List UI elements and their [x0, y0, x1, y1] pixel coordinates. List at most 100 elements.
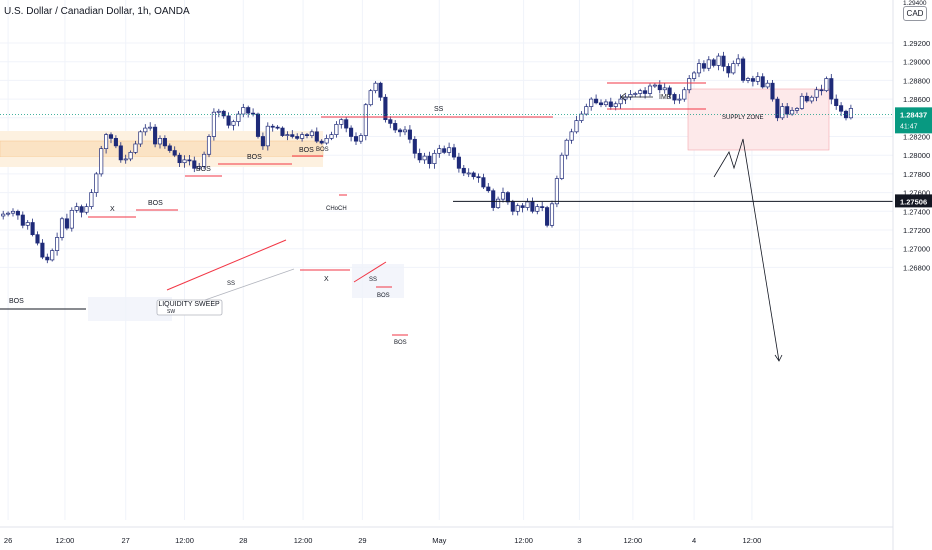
liquidity-sweep-label: LIQUIDITY SWEEP: [158, 301, 220, 308]
candle-body: [113, 138, 118, 147]
candle-body: [30, 222, 35, 236]
time-tick-label: 4: [692, 536, 696, 545]
candle-body: [177, 154, 182, 164]
candle-body: [745, 78, 751, 81]
candle-body: [785, 106, 790, 115]
candle-body: [711, 59, 716, 66]
candle-body: [432, 152, 437, 164]
time-tick-label: 12:00: [175, 536, 194, 545]
candle-body: [741, 58, 746, 81]
candle-body: [804, 95, 809, 102]
candle-body: [59, 218, 65, 238]
candle-body: [206, 136, 212, 155]
zones: [0, 88, 830, 321]
chart-title: U.S. Dollar / Canadian Dollar, 1h, OANDA: [4, 6, 190, 17]
candle-body: [373, 82, 378, 92]
candle-body: [584, 106, 589, 115]
candle-body: [236, 113, 241, 122]
candle-body: [750, 78, 755, 82]
candle-body: [50, 250, 55, 261]
current-price-tag: [895, 107, 932, 134]
current-price-countdown: 41:47: [900, 123, 918, 130]
bos-label: BOS: [316, 147, 329, 153]
candle-body: [334, 123, 339, 135]
candle-body: [770, 82, 775, 100]
candle-body: [613, 103, 618, 107]
candle-body: [437, 148, 442, 154]
candle-body: [255, 113, 261, 137]
time-tick-label: 12:00: [743, 536, 762, 545]
candle-body: [500, 192, 506, 200]
candle-body: [829, 78, 834, 100]
candle-body: [716, 55, 721, 66]
candle-body: [358, 135, 363, 142]
candle-body: [118, 145, 123, 161]
demand-zone-upper: [0, 131, 323, 141]
candle-body: [182, 159, 187, 164]
bos-label: BOS: [247, 154, 262, 161]
time-tick-label: 12:00: [623, 536, 642, 545]
candle-body: [324, 138, 329, 144]
candle-body: [809, 96, 814, 102]
candles: [1, 51, 853, 264]
currency-badge[interactable]: CAD: [903, 6, 927, 21]
candle-body: [353, 136, 359, 142]
price-tick-label: 1.27800: [903, 170, 930, 179]
candle-body: [172, 150, 177, 156]
candle-body: [241, 107, 246, 115]
candle-body: [280, 127, 285, 136]
candle-body: [162, 138, 167, 147]
candle-body: [687, 78, 692, 91]
swing-label: SW: [167, 309, 175, 315]
time-tick-label: 12:00: [56, 536, 75, 545]
candle-body: [447, 147, 452, 153]
candle-body: [819, 89, 824, 92]
candle-body: [148, 126, 153, 129]
candle-body: [84, 206, 89, 213]
candle-body: [839, 105, 844, 112]
bos-label: BOS: [9, 298, 24, 305]
candle-body: [265, 125, 270, 147]
candle-body: [128, 152, 133, 160]
price-tick-label: 1.28000: [903, 151, 930, 160]
target-price-tag: [895, 194, 932, 208]
candle-body: [300, 134, 305, 139]
candle-body: [643, 90, 648, 94]
current-price-value: 1.28437: [900, 110, 927, 119]
imb-label: IMB: [659, 94, 672, 101]
candle-body: [89, 192, 94, 207]
price-tick-label: 1.29200: [903, 39, 930, 48]
candle-body: [251, 112, 256, 115]
candle-body: [1, 213, 6, 217]
candle-body: [790, 109, 795, 115]
candle-body: [246, 107, 251, 114]
time-tick-label: 29: [358, 536, 366, 545]
candle-body: [45, 256, 50, 261]
candle-body: [456, 156, 461, 169]
bos-label: BOS: [377, 293, 390, 299]
candle-body: [520, 205, 525, 208]
candle-body: [579, 113, 584, 121]
candle-body: [270, 125, 275, 128]
ss-label: SS: [369, 277, 377, 283]
candle-body: [794, 108, 800, 111]
candle-body: [40, 242, 45, 258]
candle-body: [25, 222, 30, 226]
candle-body: [368, 90, 373, 106]
price-tick-label: 1.27000: [903, 245, 930, 254]
candle-body: [574, 120, 579, 133]
candle-body: [104, 134, 109, 150]
time-tick-label: 12:00: [514, 536, 533, 545]
candle-body: [99, 148, 104, 175]
callout-pointer: [204, 268, 295, 301]
candle-body: [554, 178, 559, 205]
x-label: X: [110, 206, 115, 213]
time-tick-label: May: [432, 536, 446, 545]
candle-body: [647, 85, 653, 94]
candle-body: [706, 59, 711, 69]
candle-body: [344, 119, 349, 129]
price-tick-label: 1.27200: [903, 226, 930, 235]
time-tick-label: 26: [4, 536, 12, 545]
